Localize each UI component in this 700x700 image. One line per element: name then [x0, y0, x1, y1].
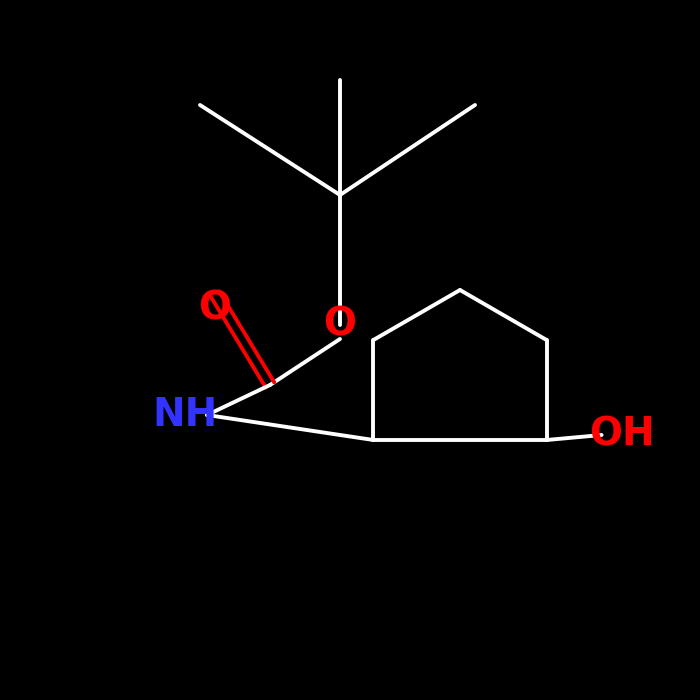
Text: NH: NH — [153, 396, 218, 434]
Text: OH: OH — [589, 416, 654, 454]
Text: O: O — [199, 289, 232, 327]
Text: O: O — [323, 306, 356, 344]
